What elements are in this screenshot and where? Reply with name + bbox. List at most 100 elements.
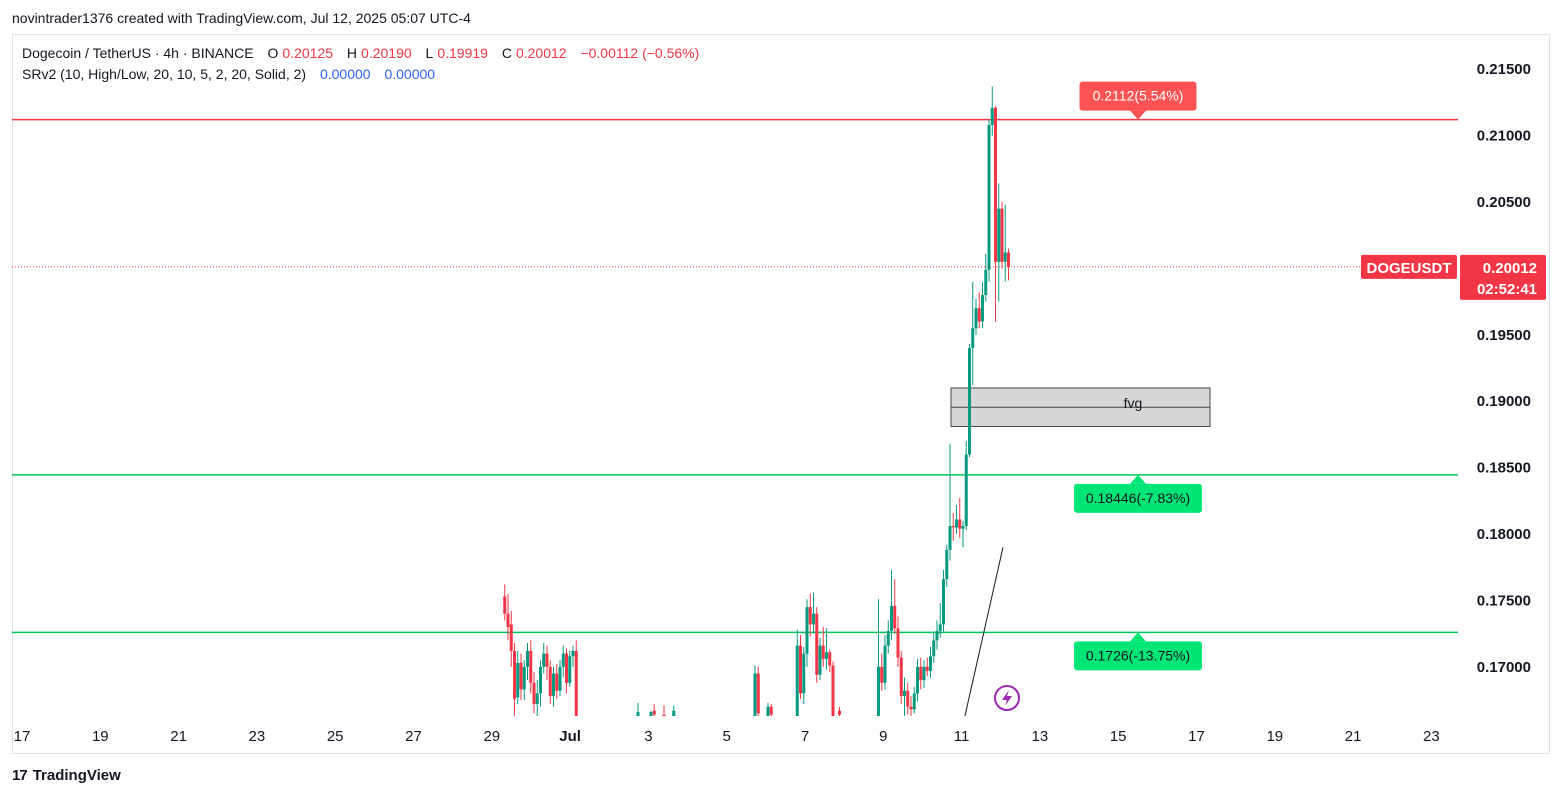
candle-body <box>916 666 919 694</box>
candle-body <box>1000 208 1004 262</box>
indicator-value-2: 0.00000 <box>384 66 436 82</box>
candle-body <box>818 645 822 675</box>
candle-body <box>802 653 806 694</box>
candle-body <box>886 631 890 646</box>
x-tick-label: 3 <box>644 728 652 745</box>
x-tick-label: 13 <box>1032 728 1049 745</box>
symbol-tag-label: DOGEUSDT <box>1366 260 1451 277</box>
candle-body <box>977 308 981 322</box>
candle-body <box>795 645 799 716</box>
y-tick-label: 0.20500 <box>1477 194 1531 211</box>
plot-area <box>12 86 1458 716</box>
open-value: 0.20125 <box>282 45 334 61</box>
candle-body <box>526 650 529 667</box>
y-tick-label: 0.17000 <box>1477 659 1531 676</box>
indicator-title[interactable]: SRv2 (10, High/Low, 20, 10, 5, 2, 20, So… <box>22 66 307 82</box>
candle-body <box>883 645 887 683</box>
candle-body <box>503 596 507 614</box>
candle-body <box>971 328 975 349</box>
candle-body <box>769 706 773 715</box>
chart-frame <box>12 34 1550 754</box>
candle-body <box>958 519 962 529</box>
close-value: 0.20012 <box>515 45 567 61</box>
y-tick-label: 0.17500 <box>1477 592 1531 609</box>
candle-body <box>825 652 828 659</box>
fvg-label: fvg <box>1124 395 1143 411</box>
low-value: 0.19919 <box>437 45 488 61</box>
y-tick-label: 0.18500 <box>1477 460 1531 477</box>
x-tick-label: 11 <box>954 728 970 745</box>
candle-body <box>974 308 978 329</box>
candle-body <box>925 666 929 671</box>
candle-body <box>753 673 757 716</box>
candle-body <box>935 631 939 641</box>
candle-body <box>909 706 913 710</box>
candle-body <box>912 693 916 710</box>
tradingview-logo-icon: 17 <box>12 767 28 784</box>
candle-body <box>880 666 884 683</box>
candle-body <box>542 653 546 667</box>
last-price-box <box>1460 254 1546 300</box>
x-tick-label: 7 <box>801 728 809 745</box>
lightning-circle-icon <box>994 685 1020 711</box>
trendline <box>964 547 1004 716</box>
candle-body <box>899 657 903 697</box>
candle-body <box>893 605 897 629</box>
candle-body <box>987 124 991 270</box>
candle-body <box>509 624 513 651</box>
candle-body <box>821 645 825 659</box>
candle-body <box>961 526 965 529</box>
candle-body <box>522 666 526 690</box>
symbol-title[interactable]: Dogecoin / TetherUS · 4h · BINANCE <box>22 45 254 61</box>
x-tick-label: 23 <box>1423 728 1440 745</box>
candle-body <box>519 662 523 690</box>
label-pointer <box>1130 474 1146 484</box>
candle-body <box>951 526 955 528</box>
high-label: H <box>346 45 358 61</box>
candle-body <box>831 665 835 716</box>
y-tick-label: 0.19000 <box>1477 393 1531 410</box>
candle-body <box>649 712 653 716</box>
symbol-legend: Dogecoin / TetherUS · 4h · BINANCE O 0.20… <box>22 45 703 61</box>
y-tick-label: 0.21500 <box>1477 61 1531 78</box>
candle-body <box>805 607 809 654</box>
sr-price-tag-0 <box>1079 81 1197 111</box>
high-value: 0.20190 <box>361 45 412 61</box>
bar-countdown-label: 02:52:41 <box>1477 281 1537 298</box>
candle-body <box>545 653 549 667</box>
candle-body <box>672 710 676 716</box>
candle-body <box>756 673 760 714</box>
candle-body <box>994 107 997 262</box>
x-tick-label: 29 <box>483 728 500 745</box>
candle-body <box>532 682 536 705</box>
sr-price-tag-2 <box>1074 641 1202 671</box>
candle-body <box>997 208 1001 262</box>
candle-body <box>539 666 542 694</box>
last-price-label: 0.20012 <box>1483 260 1537 277</box>
label-pointer <box>1130 110 1146 120</box>
candle-body <box>808 607 812 625</box>
candle-body <box>513 650 516 699</box>
x-tick-label: 15 <box>1110 728 1127 745</box>
candle-body <box>506 613 510 628</box>
close-label: C <box>501 45 512 61</box>
candle-body <box>815 613 819 675</box>
x-tick-label: 17 <box>1188 728 1205 745</box>
candle-body <box>929 656 932 671</box>
candle-body <box>877 666 880 716</box>
x-tick-label: 21 <box>1345 728 1362 745</box>
brand-name: TradingView <box>32 767 121 784</box>
candle-body <box>662 714 666 716</box>
publish-credit: novintrader1376 created with TradingView… <box>12 10 471 26</box>
candle-body <box>955 519 958 528</box>
sr-price-label-0: 0.2112(5.54%) <box>1093 88 1184 104</box>
y-tick-label: 0.18000 <box>1477 526 1531 543</box>
candle-body <box>799 645 802 694</box>
candle-body <box>990 107 994 125</box>
candle-body <box>942 579 945 625</box>
candle-body <box>568 656 572 683</box>
indicator-legend: SRv2 (10, High/Low, 20, 10, 5, 2, 20, So… <box>22 66 439 82</box>
candle-body <box>945 549 949 580</box>
x-tick-label: 19 <box>92 728 109 745</box>
